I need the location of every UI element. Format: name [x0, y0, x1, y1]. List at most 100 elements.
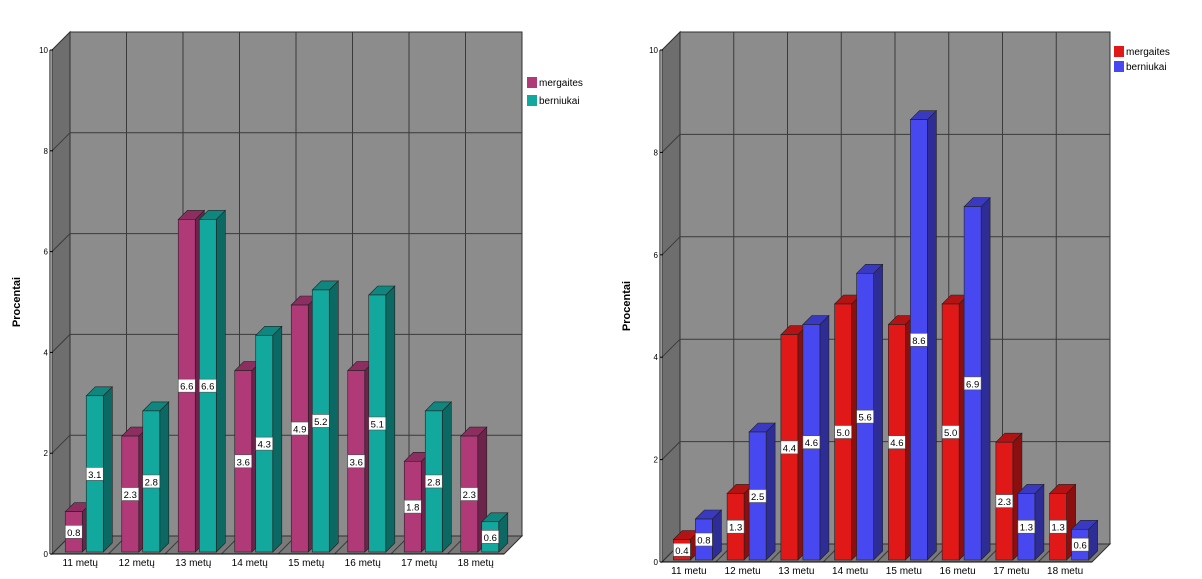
legend-label: mergaites — [1126, 47, 1170, 58]
y-tick-label: 8 — [44, 147, 49, 156]
data-label: 5.0 — [944, 428, 957, 439]
data-label: 0.8 — [67, 528, 80, 539]
data-label: 4.3 — [258, 440, 271, 451]
data-label: 2.8 — [145, 477, 158, 488]
x-tick-label: 18 metų — [458, 558, 495, 569]
data-label: 2.5 — [751, 492, 764, 503]
y-tick-label: 4 — [654, 353, 659, 362]
bar-berniukai-6: 5.1 — [369, 286, 395, 552]
bar-berniukai-4: 4.3 — [256, 326, 282, 552]
bar-side — [981, 198, 990, 560]
data-label: 8.6 — [912, 336, 925, 347]
y-tick-label: 10 — [649, 46, 658, 55]
bar-side — [1035, 484, 1044, 560]
data-label: 5.0 — [837, 428, 850, 439]
data-label: 0.4 — [675, 546, 688, 557]
bar-side — [160, 402, 169, 552]
legend-label: berniukai — [539, 96, 580, 107]
data-label: 5.1 — [371, 419, 384, 430]
data-label: 6.6 — [180, 382, 193, 393]
x-tick-label: 11 metų — [671, 566, 707, 574]
x-tick-label: 15 metų — [886, 566, 923, 574]
x-tick-label: 18 metų — [1047, 566, 1084, 574]
bar-berniukai-2: 2.8 — [143, 402, 169, 552]
data-label: 6.9 — [966, 379, 979, 390]
bar-berniukai-7: 2.8 — [425, 402, 451, 552]
bar-side — [820, 316, 829, 561]
bar-berniukai-1: 0.8 — [695, 510, 721, 560]
data-label: 1.3 — [1020, 523, 1033, 534]
x-tick-label: 15 metų — [288, 558, 325, 569]
bar-berniukai-2: 2.5 — [749, 423, 775, 560]
data-label: 1.3 — [1052, 523, 1065, 534]
legend-swatch — [527, 95, 537, 106]
y-tick-label: 8 — [654, 148, 659, 157]
chart-1: 0246810Procentai11 metų 12 metų 13 metų 14 … — [11, 32, 583, 569]
legend-swatch — [1114, 46, 1124, 57]
data-label: 0.8 — [697, 536, 710, 547]
bar-berniukai-1: 3.1 — [86, 387, 112, 552]
data-label: 3.6 — [350, 457, 363, 468]
x-tick-label: 17 metų — [401, 558, 438, 569]
y-axis-label: Procentai — [621, 281, 633, 331]
bar-side — [103, 387, 112, 552]
y-tick-label: 6 — [44, 248, 49, 257]
data-label: 2.3 — [998, 497, 1011, 508]
x-tick-label: 12 metų — [119, 558, 156, 569]
legend-label: berniukai — [1126, 62, 1167, 73]
y-axis-label: Procentai — [11, 277, 23, 327]
data-label: 3.1 — [88, 470, 101, 481]
data-label: 6.6 — [201, 382, 214, 393]
bar-side — [329, 281, 338, 552]
y-tick-label: 6 — [654, 251, 659, 260]
y-tick-label: 0 — [44, 550, 49, 559]
x-tick-label: 17 metų — [993, 566, 1030, 574]
bar-berniukai-8: 0.6 — [1072, 520, 1098, 560]
data-label: 4.4 — [783, 443, 796, 454]
data-label: 0.6 — [484, 533, 497, 544]
data-label: 4.6 — [805, 438, 818, 449]
x-tick-label: 11 metų — [63, 558, 99, 569]
data-label: 2.3 — [463, 490, 476, 501]
x-tick-label: 13 metų — [778, 566, 815, 574]
x-tick-label: 16 metų — [940, 566, 977, 574]
bar-side — [874, 264, 883, 560]
data-label: 5.2 — [314, 417, 327, 428]
bar-berniukai-4: 5.6 — [857, 264, 883, 560]
bar-side — [386, 286, 395, 552]
data-label: 5.6 — [859, 413, 872, 424]
y-tick-label: 2 — [44, 449, 49, 458]
y-tick-label: 10 — [39, 46, 48, 55]
chart-2: 0246810Procentai11 metų 12 metų 13 metų 14 … — [621, 32, 1170, 574]
bar-berniukai-5: 8.6 — [910, 111, 936, 560]
bar-side — [273, 326, 282, 552]
x-tick-label: 13 metų — [175, 558, 212, 569]
bar-berniukai-6: 6.9 — [964, 198, 990, 560]
legend-swatch — [1114, 61, 1124, 72]
left-wall — [52, 32, 70, 554]
left-wall — [662, 32, 680, 562]
data-label: 3.6 — [237, 457, 250, 468]
y-tick-label: 0 — [654, 558, 659, 567]
data-label: 2.8 — [427, 477, 440, 488]
y-tick-label: 2 — [654, 456, 659, 465]
data-label: 1.3 — [729, 523, 742, 534]
legend-swatch — [527, 77, 537, 88]
data-label: 1.8 — [406, 503, 419, 514]
bar-side — [442, 402, 451, 552]
bar-side — [216, 210, 225, 552]
data-label: 0.6 — [1074, 541, 1087, 552]
bar-berniukai-3: 4.6 — [803, 316, 829, 561]
data-label: 4.9 — [293, 425, 306, 436]
bar-side — [766, 423, 775, 560]
bar-berniukai-8: 0.6 — [482, 513, 508, 552]
data-label: 4.6 — [890, 438, 903, 449]
bar-berniukai-7: 1.3 — [1018, 484, 1044, 560]
x-tick-label: 14 metų — [232, 558, 269, 569]
bar-side — [927, 111, 936, 560]
x-tick-label: 14 metų — [832, 566, 869, 574]
bar-berniukai-5: 5.2 — [312, 281, 338, 552]
x-tick-label: 16 metų — [345, 558, 382, 569]
